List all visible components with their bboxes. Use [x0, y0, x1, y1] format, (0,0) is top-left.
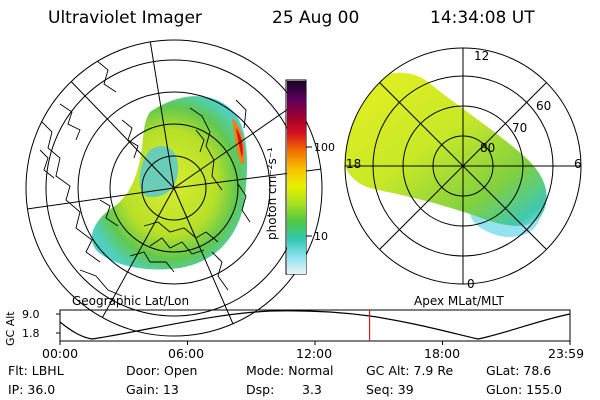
geographic-map	[25, 39, 323, 337]
color-bar-frame	[285, 79, 307, 275]
left-map-label: Geographic Lat/Lon	[72, 294, 190, 308]
status-glon: GLon: 155.0	[486, 382, 562, 397]
color-bar-unit: photon cm⁻²s⁻¹	[265, 147, 279, 240]
x-tick-0000: 00:00	[42, 346, 79, 361]
status-dsp-label: Dsp:	[246, 382, 275, 397]
magnetic-map: 12 18 6 0 60 70 80	[344, 47, 582, 291]
aurora-inner-blue-left	[139, 146, 179, 197]
mlt-label-0: 0	[467, 277, 475, 291]
color-bar-tick-100: 100	[314, 141, 335, 154]
coastlines	[29, 59, 251, 297]
status-glat: GLat: 78.6	[486, 363, 552, 378]
timeline-frame	[59, 309, 571, 342]
x-tick-1200: 12:00	[296, 346, 333, 361]
status-gain: Gain: 13	[126, 382, 179, 397]
map-boundary-right	[344, 47, 582, 285]
status-dsp-value: 3.3	[302, 382, 322, 397]
right-map-label: Apex MLat/MLT	[414, 294, 504, 308]
color-bar-tick-10: 10	[314, 230, 328, 243]
gc-altitude-curve	[59, 310, 571, 340]
status-gc-alt: GC Alt: 7.9 Re	[366, 363, 454, 378]
y-tick-1-8: 1.8	[22, 327, 40, 340]
x-tick-1800: 18:00	[424, 346, 461, 361]
mlat-label-60: 60	[536, 99, 551, 113]
status-seq: Seq: 39	[366, 382, 414, 397]
mlt-label-6: 6	[574, 157, 582, 171]
y-tick-9: 9.0	[22, 308, 40, 321]
mlt-label-12: 12	[474, 49, 489, 63]
instrument-title: Ultraviolet Imager	[48, 8, 202, 28]
mlt-label-18: 18	[346, 157, 361, 171]
date-label: 25 Aug 00	[272, 8, 360, 28]
color-scale	[287, 81, 306, 274]
status-door: Door: Open	[126, 363, 198, 378]
aurora-emission-right	[345, 72, 547, 227]
y-axis-label: GC Alt	[4, 311, 17, 346]
x-tick-0600: 06:00	[168, 346, 205, 361]
gc-altitude-timeline: 9.0 1.8 GC Alt	[4, 308, 571, 346]
mlat-label-70: 70	[512, 121, 527, 135]
time-label: 14:34:08 UT	[430, 8, 535, 28]
color-bar: 100 10 photon cm⁻²s⁻¹	[265, 79, 335, 275]
status-filter: Flt: LBHL	[8, 363, 64, 378]
mlat-label-80: 80	[480, 141, 495, 155]
map-boundary-left	[25, 39, 323, 337]
status-ip: IP: 36.0	[8, 382, 56, 397]
status-mode: Mode: Normal	[246, 363, 334, 378]
x-tick-2359: 23:59	[548, 346, 585, 361]
